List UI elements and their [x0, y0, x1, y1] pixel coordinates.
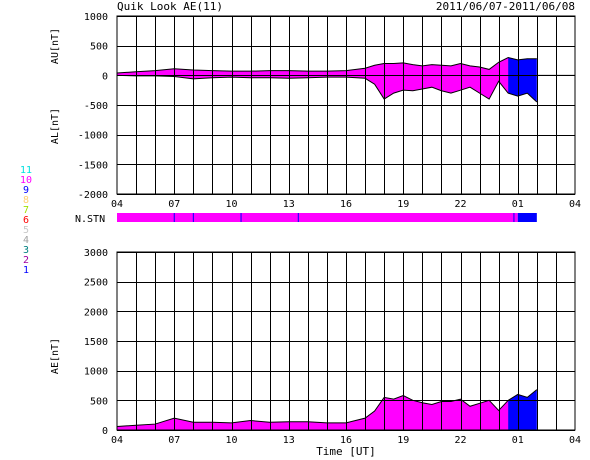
ae-y-tick-label: 3000 — [84, 248, 108, 259]
au-al-y-tick-label: 1000 — [84, 12, 108, 23]
station-legend-number: 11 — [20, 165, 32, 176]
ae-x-tick-label: 07 — [168, 435, 180, 446]
au-al-y-tick-label: 500 — [90, 42, 108, 53]
station-legend-number: 7 — [23, 205, 29, 216]
ae-y-tick-label: 0 — [102, 426, 108, 437]
au-series-line — [116, 57, 537, 74]
ae-y-tick-label: 2500 — [84, 278, 108, 289]
ae-x-tick-label: 16 — [340, 435, 352, 446]
ae-plot-frame — [116, 251, 576, 431]
au-al-y-tick-label: -2000 — [78, 190, 108, 201]
au-al-x-tick-label: 04 — [111, 199, 123, 210]
ae-y-tick-label: 500 — [90, 396, 108, 407]
station-legend-number: 9 — [23, 185, 29, 196]
station-count-bar — [117, 213, 537, 222]
station-legend-number: 4 — [23, 235, 29, 246]
ae-y-tick-label: 2000 — [84, 307, 108, 318]
al-series-line — [116, 74, 538, 103]
ae-x-tick-label: 01 — [512, 435, 524, 446]
ae-x-tick-label: 22 — [454, 435, 466, 446]
station-legend-number: 6 — [23, 215, 29, 226]
au-al-x-tick-label: 22 — [454, 199, 466, 210]
au-al-x-tick-label: 07 — [168, 199, 180, 210]
ae-axis-label: AE[nT] — [50, 338, 61, 374]
au-al-x-tick-label: 16 — [340, 199, 352, 210]
au-al-x-tick-label: 19 — [397, 199, 409, 210]
chart-title: Quik Look AE(11) — [117, 0, 223, 13]
au-al-panel: 1000 500 0 -500 -1000 -1500 -2000 04 07 10 13 16 19… — [50, 12, 581, 210]
nstn-label: N.STN — [75, 214, 105, 225]
au-al-x-tick-label: 10 — [225, 199, 237, 210]
au-al-x-tick-label: 13 — [283, 199, 295, 210]
au-al-y-tick-label: -1500 — [78, 160, 108, 171]
station-legend-number: 2 — [23, 255, 29, 266]
ae-x-tick-label: 19 — [397, 435, 409, 446]
ae-x-tick-label: 04 — [111, 435, 123, 446]
nstn-segment-9 — [517, 213, 537, 222]
ae-x-tick-label: 10 — [225, 435, 237, 446]
ae-x-tick-label: 13 — [283, 435, 295, 446]
au-al-y-tick-label: -1000 — [78, 131, 108, 142]
au-al-y-tick-label: -500 — [84, 101, 108, 112]
au-al-x-tick-label: 04 — [569, 199, 581, 210]
au-axis-label: AU[nT] — [50, 28, 61, 64]
al-axis-label: AL[nT] — [50, 108, 61, 144]
nstn-segment-10 — [117, 213, 518, 222]
au-al-band-magenta — [117, 57, 518, 100]
ae-area-blue — [508, 389, 537, 430]
station-legend-number: 10 — [20, 175, 32, 186]
ae-y-tick-label: 1000 — [84, 367, 108, 378]
station-legend-number: 1 — [23, 265, 29, 276]
au-al-x-tick-label: 01 — [512, 199, 524, 210]
ae-area-magenta — [117, 394, 518, 430]
station-legend-number: 5 — [23, 225, 29, 236]
date-range: 2011/06/07-2011/06/08 — [436, 0, 575, 13]
x-axis-label: Time [UT] — [316, 445, 376, 458]
ae-x-tick-label: 04 — [569, 435, 581, 446]
au-al-y-tick-label: 0 — [102, 71, 108, 82]
ae-panel: 3000 2500 2000 1500 1000 500 0 04 07 10 13 16 19 22 0… — [50, 248, 581, 458]
station-legend-number: 8 — [23, 195, 29, 206]
au-al-plot-frame — [116, 15, 576, 195]
au-al-band-blue — [508, 57, 537, 103]
station-legend-number: 3 — [23, 245, 29, 256]
ae-y-tick-label: 1500 — [84, 337, 108, 348]
